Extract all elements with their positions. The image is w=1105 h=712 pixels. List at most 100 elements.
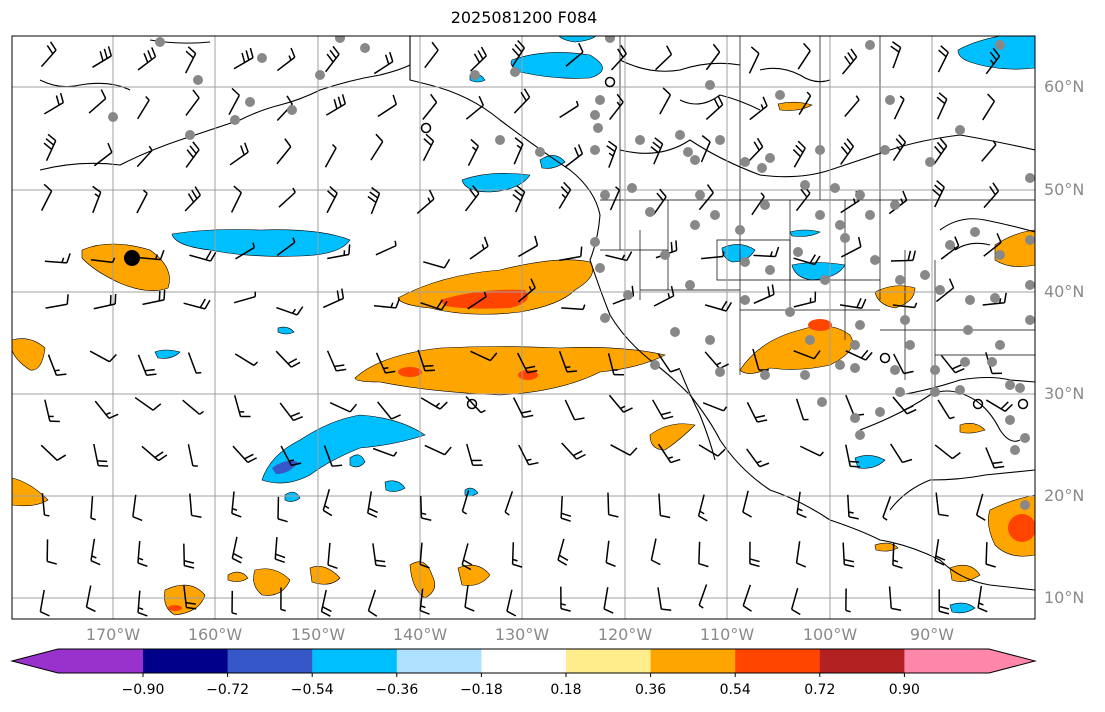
wind-barb	[935, 492, 949, 517]
wind-barb	[189, 493, 202, 518]
wind-barb	[90, 257, 116, 264]
station-dot	[865, 40, 875, 50]
wind-barb	[231, 491, 242, 518]
latitude-label: 60°N	[1044, 77, 1085, 96]
wind-barb	[653, 285, 675, 307]
wind-barb	[705, 95, 724, 121]
wind-barb	[892, 396, 917, 415]
station-dot	[683, 147, 693, 157]
wind-barb	[233, 291, 257, 304]
longitude-label: 90°W	[909, 625, 955, 644]
station-dot	[785, 307, 795, 317]
wind-barb	[937, 45, 949, 73]
wind-barb	[697, 494, 708, 522]
station-dot	[705, 335, 715, 345]
colorbar-segment	[396, 649, 482, 673]
station-dot	[740, 157, 750, 167]
colorbar-tick-label: −0.72	[206, 682, 250, 698]
station-dot	[595, 263, 605, 273]
wind-barb	[419, 542, 430, 569]
wind-barb	[933, 137, 948, 165]
wind-barb	[279, 402, 303, 422]
station-dot	[193, 75, 203, 85]
wind-barb	[839, 298, 867, 309]
wind-barb	[372, 543, 386, 568]
station-dot	[645, 207, 655, 217]
station-dot	[670, 327, 680, 337]
colorbar-segment	[819, 649, 905, 673]
station-dot	[800, 180, 810, 190]
wind-barb	[229, 142, 249, 166]
station-dot	[875, 407, 885, 417]
wind-barb	[323, 445, 343, 467]
wind-barb	[798, 91, 812, 115]
wind-barb	[277, 496, 288, 523]
wind-barb	[422, 93, 438, 120]
station-dot	[590, 145, 600, 155]
open-marker	[972, 398, 984, 410]
wind-barb	[327, 244, 351, 260]
wind-barb	[275, 350, 301, 368]
wind-barb	[892, 543, 903, 569]
colorbar-tick-label: 0.36	[635, 682, 667, 698]
wind-barb	[795, 541, 807, 568]
station-dot	[955, 125, 965, 135]
wind-barb	[655, 45, 673, 71]
station-dot	[535, 147, 545, 157]
station-dot	[690, 220, 700, 230]
wind-barb	[92, 46, 113, 68]
wind-barb	[657, 587, 672, 611]
station-dot	[820, 275, 830, 285]
wind-barb	[558, 350, 578, 373]
station-dot	[335, 36, 345, 43]
colorbar-segment	[566, 649, 652, 673]
wind-barb	[701, 251, 725, 260]
wind-barb	[40, 183, 53, 211]
wind-barb	[607, 492, 619, 518]
wind-barb	[658, 493, 671, 519]
wind-barb	[325, 94, 346, 116]
station-dot	[850, 363, 860, 373]
wind-barb	[985, 542, 996, 568]
station-dot	[715, 135, 725, 145]
colorbar-segment	[735, 649, 821, 673]
station-dot	[760, 200, 770, 210]
wind-barb	[796, 491, 807, 519]
wind-barb	[88, 89, 107, 114]
station-dot	[715, 367, 725, 377]
wind-barb	[470, 46, 487, 72]
wind-barb	[932, 180, 945, 208]
wind-barb	[276, 237, 296, 257]
wind-barb	[276, 138, 292, 165]
wind-barb	[185, 89, 200, 116]
wind-barb	[560, 586, 571, 612]
wind-barb	[423, 258, 451, 269]
wind-barb	[705, 43, 721, 71]
wind-barb	[40, 444, 67, 461]
wind-barb	[372, 447, 398, 457]
wind-barb	[324, 143, 337, 168]
wind-barb	[464, 185, 480, 212]
station-dot	[900, 315, 910, 325]
station-dot	[245, 97, 255, 107]
wind-barb	[609, 93, 624, 120]
wind-barb	[420, 299, 448, 311]
colorbar-tick-label: 0.90	[888, 682, 920, 698]
wind-barb	[842, 542, 855, 568]
wind-barb	[43, 133, 57, 161]
wind-barb	[137, 540, 148, 568]
station-dot	[793, 247, 803, 257]
station-dot	[1025, 235, 1035, 245]
wind-barb	[276, 306, 304, 316]
station-dot	[685, 280, 695, 290]
wind-barb	[136, 145, 153, 168]
wind-barb	[746, 402, 768, 423]
wind-barb	[704, 300, 733, 312]
wind-barb	[377, 94, 398, 118]
map-title: 2025081200 F084	[450, 8, 598, 27]
colorbar-segment	[312, 649, 398, 673]
wind-barb	[795, 398, 809, 421]
wind-barb	[322, 489, 333, 517]
wind-barb	[137, 95, 150, 120]
station-dot	[800, 370, 810, 380]
